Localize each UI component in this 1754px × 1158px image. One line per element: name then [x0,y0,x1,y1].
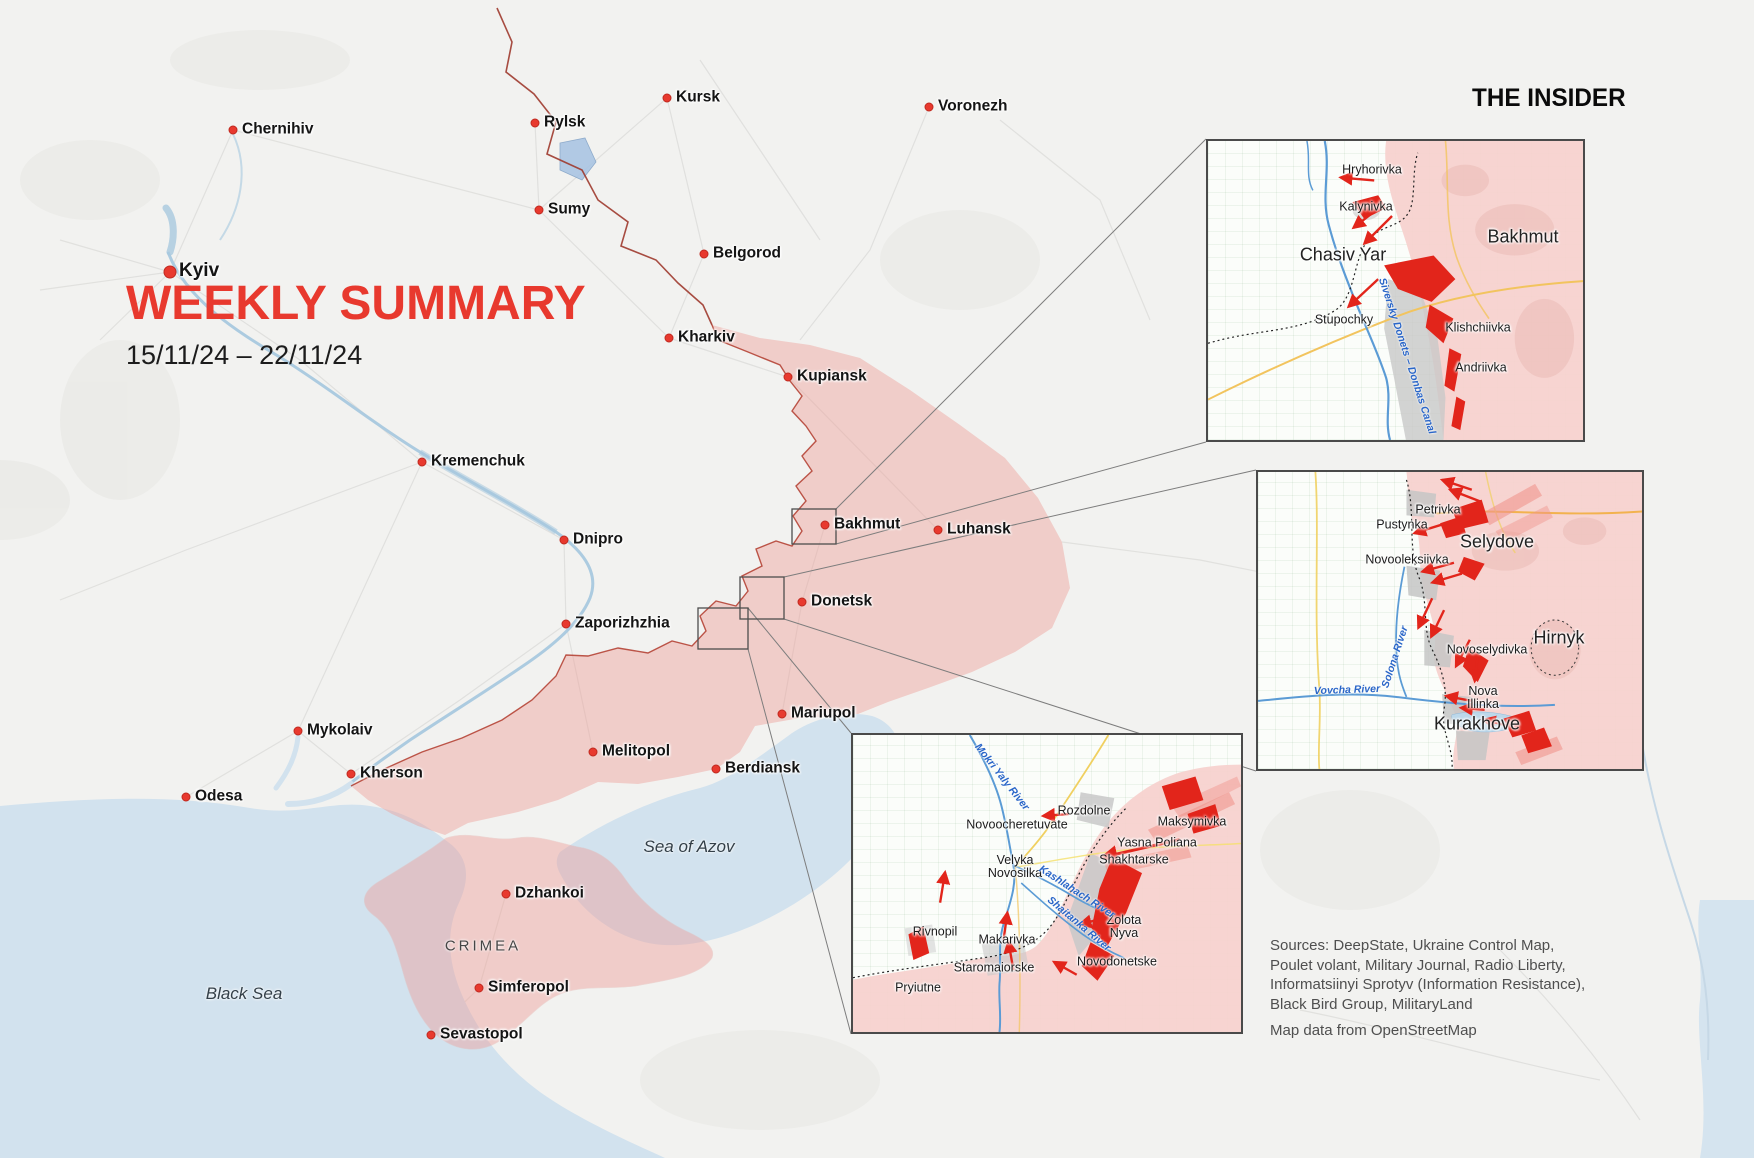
inset-label-chasiv-yar: Chasiv Yar [1299,244,1387,265]
map-credit: Map data from OpenStreetMap [1270,1022,1477,1039]
occupied-crimea [364,834,714,1050]
inset-velyka-novosilka-labels: Novoocheretuvate Rozdolne Maksymivka Yasna … [853,735,1241,1032]
inset-label-petrivka: Petrivka [1415,502,1461,517]
inset-label-klishchiivka: Klishchiivka [1445,320,1511,335]
inset1-contact-line [1208,152,1419,344]
inset2-advance-arrows [1412,476,1508,730]
sources-line: Black Bird Group, MilitaryLand [1270,995,1473,1013]
inset-chasiv-yar-canvas [1208,141,1583,440]
inset-label-andriivka: Andriivka [1455,360,1507,375]
inset1-builtup-patches [1441,164,1575,378]
inset-label-novodonetske: Novodonetske [1077,954,1157,969]
front-line [350,324,817,787]
inset-label-kalynivka: Kalynivka [1339,199,1393,214]
callout-box-velyka-novosilka [697,607,749,650]
inset3-advance-arrows [936,807,1180,976]
inset-label-rozdolne: Rozdolne [1057,803,1111,818]
callout-box-selydove [739,576,785,620]
inset3-contact-line [853,807,1127,979]
publisher-logo: THE INSIDER [1472,84,1626,112]
inset-velyka-novosilka: Novoocheretuvate Rozdolne Maksymivka Yasna … [851,733,1243,1034]
inset-label-stupochky: Stupochky [1314,312,1374,327]
inset-velyka-novosilka-canvas [853,735,1241,1032]
inset-label-novoselydivka: Novoselydivka [1446,642,1528,657]
inset-label-novooleksiivka: Novooleksiivka [1365,552,1449,567]
right-edge-water [1698,900,1754,1158]
inset2-occupied-zone [1406,472,1642,769]
inset-label-pustynka: Pustynka [1376,517,1428,532]
river-label-siversky-donets-donbas-canal: Siversky Donets – Donbas Canal [1376,276,1438,436]
inset2-builtup-patches [1471,517,1607,680]
inset2-contact-line [1405,479,1453,769]
inset3-occupied-zone [853,764,1241,1032]
sources-line: Sources: DeepState, Ukraine Control Map, [1270,937,1555,954]
inset-label-yasna-poliana: Yasna Poliana [1117,835,1197,850]
inset-chasiv-yar-labels: Hryhorivka Kalynivka Chasiv Yar Stupochky Ba… [1208,141,1583,440]
inset-label-selydove: Selydove [1459,531,1535,552]
sea-of-azov [556,714,902,946]
sources-lines: Sources: DeepState, Ukraine Control Map,… [1270,936,1710,1014]
inset-label-zolota-nyva: Zolota Nyva [1106,912,1142,940]
inset-label-rivnopil: Rivnopil [912,924,958,939]
river-label-kashlahach-river: Kashlahach River [1036,862,1118,922]
inset2-rivers [1258,566,1555,708]
black-sea [0,798,665,1158]
inset-label-novoocheretuvate: Novoocheretuvate [966,817,1068,832]
sources-block: Sources: DeepState, Ukraine Control Map,… [1270,936,1710,1041]
inset-label-hirnyk: Hirnyk [1533,627,1585,648]
occupied-territory [351,325,1070,835]
inset-label-makarivka: Makarivka [978,932,1036,947]
inset-label-kurakhove: Kurakhove [1433,713,1521,734]
inset-selydove-labels: Petrivka Pustynka Novooleksiivka Selydove No… [1258,472,1642,769]
inset-label-maksymivka: Maksymivka [1157,814,1227,829]
callout-box-bakhmut [791,508,837,545]
river-label-solona-river: Solona River [1379,624,1411,690]
don-river [1639,729,1710,1061]
sources-line: Poulet volant, Military Journal, Radio L… [1270,956,1566,974]
inset-label-velyka-novosilka: Velyka Novosilka [987,852,1043,880]
page-title: WEEKLY SUMMARY [126,277,586,330]
terrain-patches [0,30,1440,1130]
river-label-mokri-yaly-river: Mokri Yaly River [972,741,1032,813]
date-range: 15/11/24 – 22/11/24 [126,340,363,370]
inset-label-pryiutne: Pryiutne [895,980,941,995]
inset1-roads [1208,141,1583,401]
river-label-vovcha-river: Vovcha River [1313,682,1381,698]
inset-label-nova-illinka: Nova Illinka [1467,683,1499,711]
inset-selydove-canvas [1258,472,1642,769]
inset-selydove-kurakhove: Petrivka Pustynka Novooleksiivka Selydove No… [1256,470,1644,771]
inset-label-bakhmut: Bakhmut [1487,226,1559,247]
inset-label-staromaiorske: Staromaiorske [953,960,1035,975]
inset1-advance-areas [1352,195,1466,431]
inset-chasiv-yar-bakhmut: Hryhorivka Kalynivka Chasiv Yar Stupochky Ba… [1206,139,1585,442]
inset3-advance-areas [908,776,1241,981]
title-block: WEEKLY SUMMARY 15/11/24 – 22/11/24 [126,280,586,371]
kursk-salient [559,137,597,181]
inset2-advance-areas [1440,483,1563,766]
inset1-advance-arrows [1338,171,1393,309]
inset-label-shakhtarske: Shakhtarske [1099,852,1169,867]
inset-label-hryhorivka: Hryhorivka [1342,162,1402,177]
state-border [496,7,713,326]
sources-line: Informatsiinyi Sprotyv (Information Resi… [1270,976,1586,993]
